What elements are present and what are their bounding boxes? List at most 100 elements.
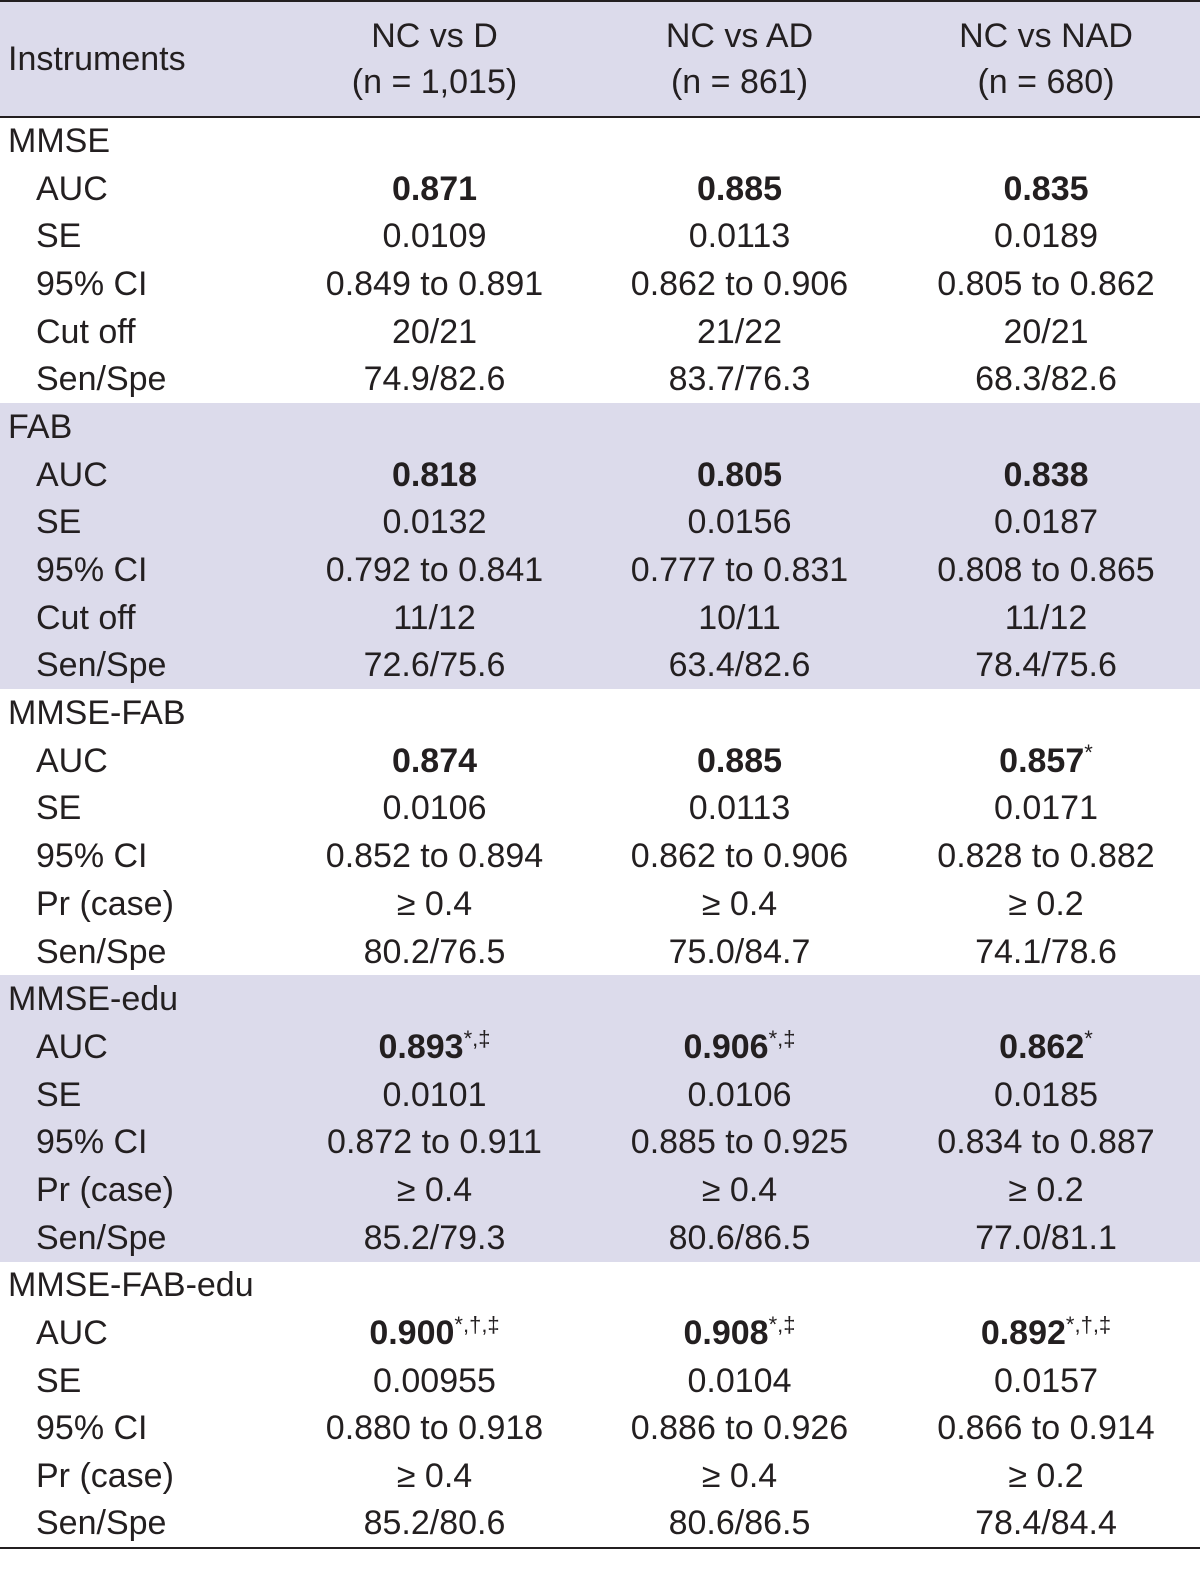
- table-cell: 0.0156: [587, 499, 892, 547]
- table-cell: 0.852 to 0.894: [282, 832, 587, 880]
- table-cell: 75.0/84.7: [587, 928, 892, 976]
- table-cell: 0.777 to 0.831: [587, 546, 892, 594]
- cell-value: 0.0185: [994, 1075, 1098, 1114]
- cell-value: 80.6/86.5: [668, 1504, 811, 1543]
- table-row: Sen/Spe 74.9/82.6 83.7/76.3 68.3/82.6: [0, 355, 1200, 403]
- cell-value: ≥ 0.4: [701, 1170, 778, 1209]
- table-row: 95% CI 0.852 to 0.894 0.862 to 0.906 0.828 …: [0, 832, 1200, 880]
- cell-value: 11/12: [1004, 598, 1088, 637]
- row-label: Pr (case): [36, 1170, 174, 1209]
- auc-value: 0.893: [378, 1027, 464, 1066]
- table-cell: 0.872 to 0.911: [282, 1118, 587, 1166]
- table-row: Sen/Spe 85.2/79.3 80.6/86.5 77.0/81.1: [0, 1214, 1200, 1262]
- auc-value: 0.805: [696, 455, 783, 494]
- cell-value: 0.0113: [688, 217, 791, 256]
- group-name: MMSE-FAB: [8, 694, 186, 733]
- header-row: Instruments NC vs D (n = 1,015) NC vs AD…: [0, 1, 1200, 117]
- cell-value: 0.0104: [687, 1361, 792, 1400]
- table-cell: 0.849 to 0.891: [282, 260, 587, 308]
- table-cell: 0.885: [587, 165, 892, 213]
- auc-value: 0.835: [1003, 169, 1089, 208]
- cell-value: 20/21: [1003, 312, 1089, 351]
- significance-mark: *,‡: [463, 1025, 491, 1051]
- row-label: 95% CI: [36, 837, 148, 876]
- column-header-nc-vs-ad: NC vs AD (n = 861): [587, 1, 892, 117]
- group-name: MMSE-FAB-edu: [8, 1266, 254, 1305]
- table-cell: 0.0157: [892, 1357, 1200, 1405]
- table-cell: 74.9/82.6: [282, 355, 587, 403]
- cell-value: 0.0132: [382, 503, 487, 542]
- cell-value: 0.880 to 0.918: [325, 1409, 544, 1448]
- auc-value: 0.874: [391, 741, 478, 780]
- table-row: AUC 0.893*,‡ 0.906*,‡ 0.862*: [0, 1023, 1200, 1071]
- table-row: SE 0.0132 0.0156 0.0187: [0, 499, 1200, 547]
- table-cell: 0.00955: [282, 1357, 587, 1405]
- row-label: AUC: [36, 1314, 108, 1353]
- table-cell: 83.7/76.3: [587, 355, 892, 403]
- row-label: AUC: [36, 455, 108, 494]
- table-cell: 20/21: [282, 308, 587, 356]
- table-cell: 0.835: [892, 165, 1200, 213]
- row-label: Pr (case): [36, 1457, 174, 1496]
- table-cell: 0.0189: [892, 212, 1200, 260]
- table-cell: ≥ 0.4: [282, 1166, 587, 1214]
- group-header-row: FAB: [0, 403, 1200, 451]
- table-cell: 0.908*,‡: [587, 1309, 892, 1357]
- cell-value: ≥ 0.4: [396, 1170, 473, 1209]
- table-header: Instruments NC vs D (n = 1,015) NC vs AD…: [0, 1, 1200, 117]
- cell-value: 78.4/75.6: [975, 646, 1117, 685]
- group-header-row: MMSE-FAB-edu: [0, 1262, 1200, 1310]
- cell-value: 10/11: [698, 598, 781, 637]
- cell-value: 0.0101: [382, 1075, 487, 1114]
- cell-value: ≥ 0.2: [1008, 1170, 1084, 1209]
- table-row: SE 0.0101 0.0106 0.0185: [0, 1071, 1200, 1119]
- cell-value: ≥ 0.4: [396, 1457, 473, 1496]
- table-cell: 0.900*,†,‡: [282, 1309, 587, 1357]
- auc-value: 0.871: [391, 169, 478, 208]
- cell-value: 0.849 to 0.891: [325, 264, 544, 303]
- column-title: NC vs D: [371, 17, 498, 55]
- significance-mark: *: [1084, 739, 1093, 765]
- cell-value: 0.0171: [994, 789, 1098, 828]
- cell-value: 74.9/82.6: [363, 360, 506, 399]
- table-cell: 0.0185: [892, 1071, 1200, 1119]
- table-cell: 0.885 to 0.925: [587, 1118, 892, 1166]
- auc-value: 0.900: [369, 1314, 455, 1353]
- table-row: SE 0.0106 0.0113 0.0171: [0, 785, 1200, 833]
- column-n: (n = 1,015): [351, 63, 518, 101]
- instrument-group: MMSE-edu AUC 0.893*,‡ 0.906*,‡ 0.862* SE 0.010…: [0, 975, 1200, 1262]
- table-cell: 21/22: [587, 308, 892, 356]
- table-cell: 0.862 to 0.906: [587, 260, 892, 308]
- table-cell: 78.4/84.4: [892, 1500, 1200, 1548]
- table-cell: 78.4/75.6: [892, 642, 1200, 690]
- table-cell: 0.0104: [587, 1357, 892, 1405]
- significance-mark: *,‡: [768, 1025, 796, 1051]
- cell-value: 0.0156: [687, 503, 792, 542]
- cell-value: ≥ 0.4: [701, 884, 778, 923]
- auc-value: 0.838: [1003, 455, 1089, 494]
- table-row: 95% CI 0.792 to 0.841 0.777 to 0.831 0.808 …: [0, 546, 1200, 594]
- table-cell: 0.862*: [892, 1023, 1200, 1071]
- row-label: 95% CI: [36, 264, 148, 303]
- table-cell: 0.866 to 0.914: [892, 1405, 1200, 1453]
- column-header-nc-vs-nad: NC vs NAD (n = 680): [892, 1, 1200, 117]
- cell-value: 0.862 to 0.906: [630, 264, 849, 303]
- table-row: SE 0.00955 0.0104 0.0157: [0, 1357, 1200, 1405]
- cell-value: 78.4/84.4: [975, 1504, 1117, 1543]
- table-row: Sen/Spe 80.2/76.5 75.0/84.7 74.1/78.6: [0, 928, 1200, 976]
- auc-value: 0.818: [391, 455, 478, 494]
- significance-mark: *,†,‡: [454, 1312, 500, 1338]
- table-cell: ≥ 0.2: [892, 1452, 1200, 1500]
- cell-value: 0.0106: [382, 789, 487, 828]
- cell-value: 80.6/86.5: [668, 1218, 811, 1257]
- table-cell: 0.871: [282, 165, 587, 213]
- cell-value: 77.0/81.1: [975, 1218, 1117, 1257]
- table-cell: 80.2/76.5: [282, 928, 587, 976]
- table-cell: 85.2/80.6: [282, 1500, 587, 1548]
- cell-value: 0.808 to 0.865: [937, 551, 1155, 590]
- significance-mark: *,‡: [768, 1312, 796, 1338]
- table-cell: 0.886 to 0.926: [587, 1405, 892, 1453]
- cell-value: 0.852 to 0.894: [325, 837, 544, 876]
- table-row: Sen/Spe 72.6/75.6 63.4/82.6 78.4/75.6: [0, 642, 1200, 690]
- row-label: Sen/Spe: [36, 1504, 167, 1543]
